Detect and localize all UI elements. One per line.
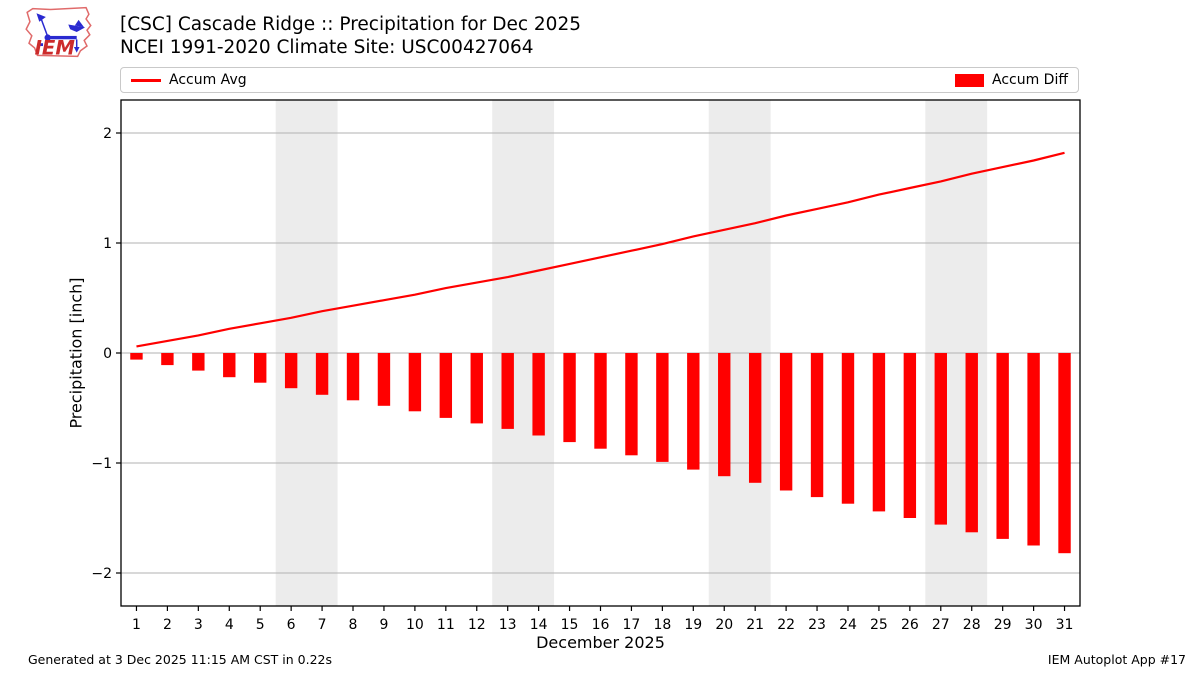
chart-subtitle: NCEI 1991-2020 Climate Site: USC00427064	[120, 37, 534, 58]
accum-diff-bar	[594, 353, 607, 449]
accum-diff-bar	[625, 353, 638, 456]
accum-diff-bar	[315, 353, 329, 395]
accum-diff-bar	[130, 353, 143, 360]
x-tick-label: 19	[684, 617, 702, 633]
y-tick-label: −2	[91, 566, 112, 582]
x-axis-label: December 2025	[536, 633, 665, 652]
y-tick-label: 0	[103, 346, 112, 362]
accum-diff-bar	[223, 353, 236, 378]
iem-logo: IEM	[25, 6, 92, 59]
x-tick-label: 2	[163, 617, 172, 633]
x-tick-label: 3	[194, 617, 203, 633]
x-tick-label: 11	[437, 617, 455, 633]
legend-label-accum-diff: Accum Diff	[991, 72, 1068, 88]
x-tick-label: 20	[715, 617, 733, 633]
accum-diff-bar	[748, 353, 762, 483]
x-tick-label: 9	[379, 617, 388, 633]
accum-diff-bar	[408, 353, 422, 412]
logo-label: IEM	[35, 36, 76, 59]
legend: Accum Avg Accum Diff	[120, 67, 1079, 93]
x-tick-label: 23	[808, 617, 826, 633]
accum-diff-bar	[439, 353, 453, 418]
y-tick-label: 2	[103, 126, 112, 142]
accum-diff-bar	[377, 353, 391, 406]
x-tick-label: 27	[932, 617, 950, 633]
accum-diff-bar	[779, 353, 793, 491]
accum-diff-bar	[934, 353, 947, 525]
weather-vane-icon	[36, 13, 86, 53]
generated-timestamp: Generated at 3 Dec 2025 11:15 AM CST in …	[28, 652, 332, 667]
accum-diff-bar	[841, 353, 855, 504]
x-tick-label: 12	[468, 617, 486, 633]
x-tick-label: 24	[839, 617, 857, 633]
legend-label-accum-avg: Accum Avg	[169, 72, 247, 88]
accum-avg-line-swatch-icon	[131, 78, 161, 82]
accum-diff-bar	[903, 353, 917, 518]
x-tick-label: 21	[746, 617, 764, 633]
x-tick-label: 13	[499, 617, 517, 633]
x-tick-label: 4	[225, 617, 234, 633]
accum-diff-bar	[254, 353, 267, 383]
accum-diff-bar	[501, 353, 514, 429]
x-tick-label: 29	[994, 617, 1012, 633]
accum-diff-bar	[192, 353, 205, 371]
accum-diff-bar	[532, 353, 545, 436]
legend-item-accum-diff: Accum Diff	[954, 72, 1068, 88]
x-tick-label: 31	[1056, 617, 1074, 633]
accum-diff-bar	[965, 353, 978, 533]
accum-diff-bar	[996, 353, 1009, 539]
y-tick-label: 1	[103, 236, 112, 252]
x-tick-label: 7	[318, 617, 327, 633]
x-tick-label: 25	[870, 617, 888, 633]
accum-diff-bar	[1027, 353, 1040, 546]
accum-diff-bar	[810, 353, 824, 498]
x-tick-label: 16	[592, 617, 610, 633]
y-tick-label: −1	[91, 456, 112, 472]
x-tick-label: 6	[287, 617, 296, 633]
x-tick-label: 26	[901, 617, 919, 633]
x-tick-label: 14	[530, 617, 548, 633]
accum-diff-bar	[1058, 353, 1071, 554]
x-tick-label: 5	[256, 617, 265, 633]
x-tick-label: 17	[623, 617, 641, 633]
accum-avg-line	[136, 151, 1065, 348]
accum-diff-bar	[284, 353, 298, 389]
chart-title-block: [CSC] Cascade Ridge :: Precipitation for…	[120, 13, 581, 59]
y-axis-label: Precipitation [inch]	[66, 277, 86, 429]
accum-diff-bar	[687, 353, 700, 470]
x-tick-label: 18	[653, 617, 671, 633]
accum-diff-bar	[346, 353, 360, 401]
chart-title: [CSC] Cascade Ridge :: Precipitation for…	[120, 14, 581, 35]
app-credit: IEM Autoplot App #17	[1047, 652, 1186, 667]
x-tick-label: 15	[561, 617, 579, 633]
x-tick-label: 10	[406, 617, 424, 633]
accum-diff-bar	[718, 353, 731, 477]
x-tick-label: 30	[1025, 617, 1043, 633]
x-tick-label: 28	[963, 617, 981, 633]
accum-diff-bar	[656, 353, 669, 462]
accum-diff-bar	[470, 353, 483, 424]
accum-diff-bar	[563, 353, 576, 443]
x-tick-label: 22	[777, 617, 795, 633]
accum-diff-bar	[161, 353, 174, 366]
legend-item-accum-avg: Accum Avg	[131, 72, 247, 88]
accum-diff-bar-swatch-icon	[954, 73, 984, 87]
x-tick-label: 1	[132, 617, 141, 633]
x-tick-label: 8	[349, 617, 358, 633]
accum-diff-bar	[872, 353, 886, 512]
